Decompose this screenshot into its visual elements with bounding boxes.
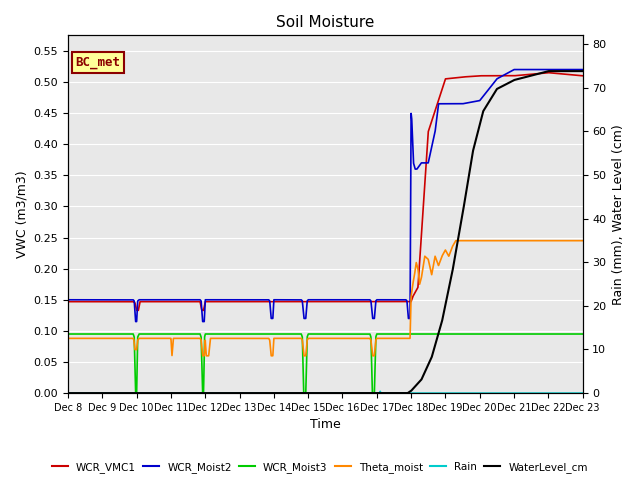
Y-axis label: Rain (mm), Water Level (cm): Rain (mm), Water Level (cm) — [612, 124, 625, 305]
Legend: WCR_VMC1, WCR_Moist2, WCR_Moist3, Theta_moist, Rain, WaterLevel_cm: WCR_VMC1, WCR_Moist2, WCR_Moist3, Theta_… — [48, 457, 592, 477]
Y-axis label: VWC (m3/m3): VWC (m3/m3) — [15, 170, 28, 258]
Title: Soil Moisture: Soil Moisture — [276, 15, 374, 30]
Text: BC_met: BC_met — [76, 56, 121, 69]
X-axis label: Time: Time — [310, 419, 340, 432]
